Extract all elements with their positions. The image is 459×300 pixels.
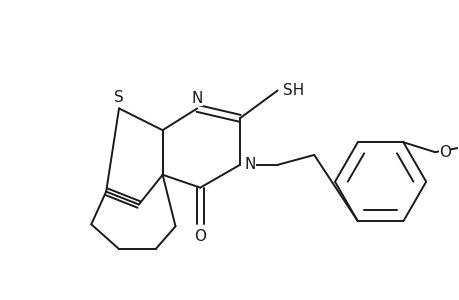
Text: S: S: [114, 90, 123, 105]
Text: O: O: [194, 229, 206, 244]
Text: N: N: [191, 92, 202, 106]
Text: SH: SH: [282, 83, 303, 98]
Text: O: O: [438, 145, 450, 160]
Text: N: N: [244, 158, 256, 172]
